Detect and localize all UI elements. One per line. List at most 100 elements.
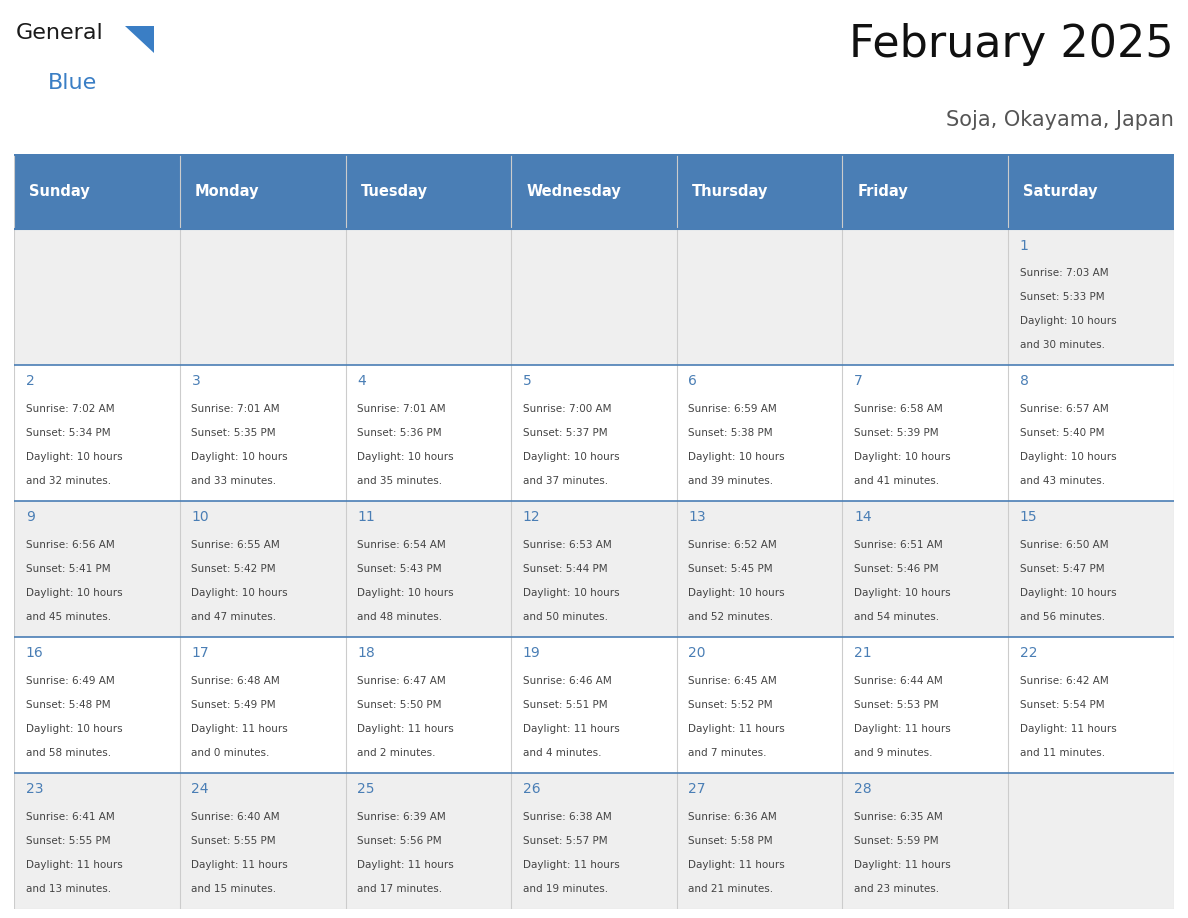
Text: Sunset: 5:53 PM: Sunset: 5:53 PM [854, 700, 939, 711]
Text: Sunset: 5:33 PM: Sunset: 5:33 PM [1019, 292, 1105, 302]
Bar [346, 365, 511, 501]
Text: 28: 28 [854, 782, 872, 797]
Bar [1009, 154, 1174, 229]
Text: Daylight: 10 hours: Daylight: 10 hours [1019, 316, 1117, 326]
Text: Daylight: 10 hours: Daylight: 10 hours [191, 452, 289, 462]
Bar [677, 365, 842, 501]
Text: Sunrise: 6:52 AM: Sunrise: 6:52 AM [688, 541, 777, 551]
Bar [14, 365, 179, 501]
Text: 19: 19 [523, 646, 541, 660]
Text: Daylight: 11 hours: Daylight: 11 hours [1019, 724, 1117, 733]
Text: Daylight: 11 hours: Daylight: 11 hours [191, 860, 289, 870]
Bar [842, 154, 1009, 229]
Text: Daylight: 11 hours: Daylight: 11 hours [854, 860, 950, 870]
Text: Sunset: 5:36 PM: Sunset: 5:36 PM [358, 428, 442, 438]
Text: Daylight: 11 hours: Daylight: 11 hours [358, 860, 454, 870]
Text: and 15 minutes.: and 15 minutes. [191, 884, 277, 893]
Text: Sunset: 5:57 PM: Sunset: 5:57 PM [523, 836, 607, 846]
Text: Sunrise: 6:40 AM: Sunrise: 6:40 AM [191, 812, 280, 823]
Text: Tuesday: Tuesday [360, 185, 428, 199]
Bar [346, 637, 511, 773]
Text: Sunrise: 6:45 AM: Sunrise: 6:45 AM [688, 677, 777, 687]
Bar [346, 773, 511, 909]
Text: 13: 13 [688, 510, 706, 524]
Bar [1009, 365, 1174, 501]
Text: Monday: Monday [195, 185, 259, 199]
Bar [511, 154, 677, 229]
Text: and 0 minutes.: and 0 minutes. [191, 747, 270, 757]
Text: Wednesday: Wednesday [526, 185, 621, 199]
Text: Daylight: 10 hours: Daylight: 10 hours [1019, 588, 1117, 598]
Text: Sunset: 5:42 PM: Sunset: 5:42 PM [191, 565, 276, 574]
Text: Sunrise: 6:42 AM: Sunrise: 6:42 AM [1019, 677, 1108, 687]
Bar [179, 501, 346, 637]
Text: Sunrise: 6:35 AM: Sunrise: 6:35 AM [854, 812, 943, 823]
Text: Daylight: 11 hours: Daylight: 11 hours [688, 724, 785, 733]
Text: Daylight: 10 hours: Daylight: 10 hours [854, 588, 950, 598]
Text: 24: 24 [191, 782, 209, 797]
Text: and 47 minutes.: and 47 minutes. [191, 611, 277, 621]
Text: Thursday: Thursday [691, 185, 769, 199]
Bar [14, 501, 179, 637]
Bar [179, 637, 346, 773]
Text: 26: 26 [523, 782, 541, 797]
Text: and 17 minutes.: and 17 minutes. [358, 884, 442, 893]
Text: 10: 10 [191, 510, 209, 524]
Bar [677, 773, 842, 909]
Bar [179, 365, 346, 501]
Text: 23: 23 [26, 782, 43, 797]
Text: 8: 8 [1019, 375, 1029, 388]
Text: and 32 minutes.: and 32 minutes. [26, 476, 110, 486]
Text: Sunrise: 6:47 AM: Sunrise: 6:47 AM [358, 677, 446, 687]
Bar [842, 501, 1009, 637]
Bar [842, 229, 1009, 365]
Text: 7: 7 [854, 375, 862, 388]
Text: Sunrise: 6:36 AM: Sunrise: 6:36 AM [688, 812, 777, 823]
Text: and 13 minutes.: and 13 minutes. [26, 884, 110, 893]
Text: Daylight: 10 hours: Daylight: 10 hours [688, 588, 785, 598]
Text: Sunset: 5:49 PM: Sunset: 5:49 PM [191, 700, 276, 711]
Text: and 41 minutes.: and 41 minutes. [854, 476, 940, 486]
Text: and 50 minutes.: and 50 minutes. [523, 611, 608, 621]
Bar [1009, 229, 1174, 365]
Text: Sunrise: 6:48 AM: Sunrise: 6:48 AM [191, 677, 280, 687]
Bar [179, 773, 346, 909]
Text: Sunset: 5:45 PM: Sunset: 5:45 PM [688, 565, 773, 574]
Text: Sunset: 5:54 PM: Sunset: 5:54 PM [1019, 700, 1105, 711]
Bar [511, 365, 677, 501]
Bar [511, 501, 677, 637]
Text: Sunrise: 6:44 AM: Sunrise: 6:44 AM [854, 677, 943, 687]
Text: Daylight: 10 hours: Daylight: 10 hours [854, 452, 950, 462]
Text: Sunrise: 6:59 AM: Sunrise: 6:59 AM [688, 405, 777, 414]
Text: 18: 18 [358, 646, 375, 660]
Text: Sunset: 5:59 PM: Sunset: 5:59 PM [854, 836, 939, 846]
Bar [677, 501, 842, 637]
Text: Daylight: 10 hours: Daylight: 10 hours [26, 452, 122, 462]
Text: Blue: Blue [48, 73, 96, 94]
Text: 6: 6 [688, 375, 697, 388]
Bar [14, 229, 179, 365]
Text: Sunrise: 6:50 AM: Sunrise: 6:50 AM [1019, 541, 1108, 551]
Text: Sunrise: 6:46 AM: Sunrise: 6:46 AM [523, 677, 612, 687]
Text: Sunset: 5:40 PM: Sunset: 5:40 PM [1019, 428, 1104, 438]
Text: and 37 minutes.: and 37 minutes. [523, 476, 608, 486]
Text: Sunset: 5:52 PM: Sunset: 5:52 PM [688, 700, 773, 711]
Bar [1009, 637, 1174, 773]
Text: 16: 16 [26, 646, 44, 660]
Text: Sunrise: 6:49 AM: Sunrise: 6:49 AM [26, 677, 114, 687]
Text: 21: 21 [854, 646, 872, 660]
Text: Sunset: 5:35 PM: Sunset: 5:35 PM [191, 428, 276, 438]
Text: and 11 minutes.: and 11 minutes. [1019, 747, 1105, 757]
Bar [1009, 501, 1174, 637]
Text: and 45 minutes.: and 45 minutes. [26, 611, 110, 621]
Text: and 30 minutes.: and 30 minutes. [1019, 340, 1105, 350]
Text: Sunrise: 6:38 AM: Sunrise: 6:38 AM [523, 812, 612, 823]
Bar [179, 154, 346, 229]
Bar [179, 229, 346, 365]
Bar [677, 637, 842, 773]
Text: Daylight: 11 hours: Daylight: 11 hours [358, 724, 454, 733]
Text: Soja, Okayama, Japan: Soja, Okayama, Japan [946, 110, 1174, 130]
Text: 11: 11 [358, 510, 375, 524]
Bar [511, 229, 677, 365]
Text: Daylight: 10 hours: Daylight: 10 hours [358, 452, 454, 462]
